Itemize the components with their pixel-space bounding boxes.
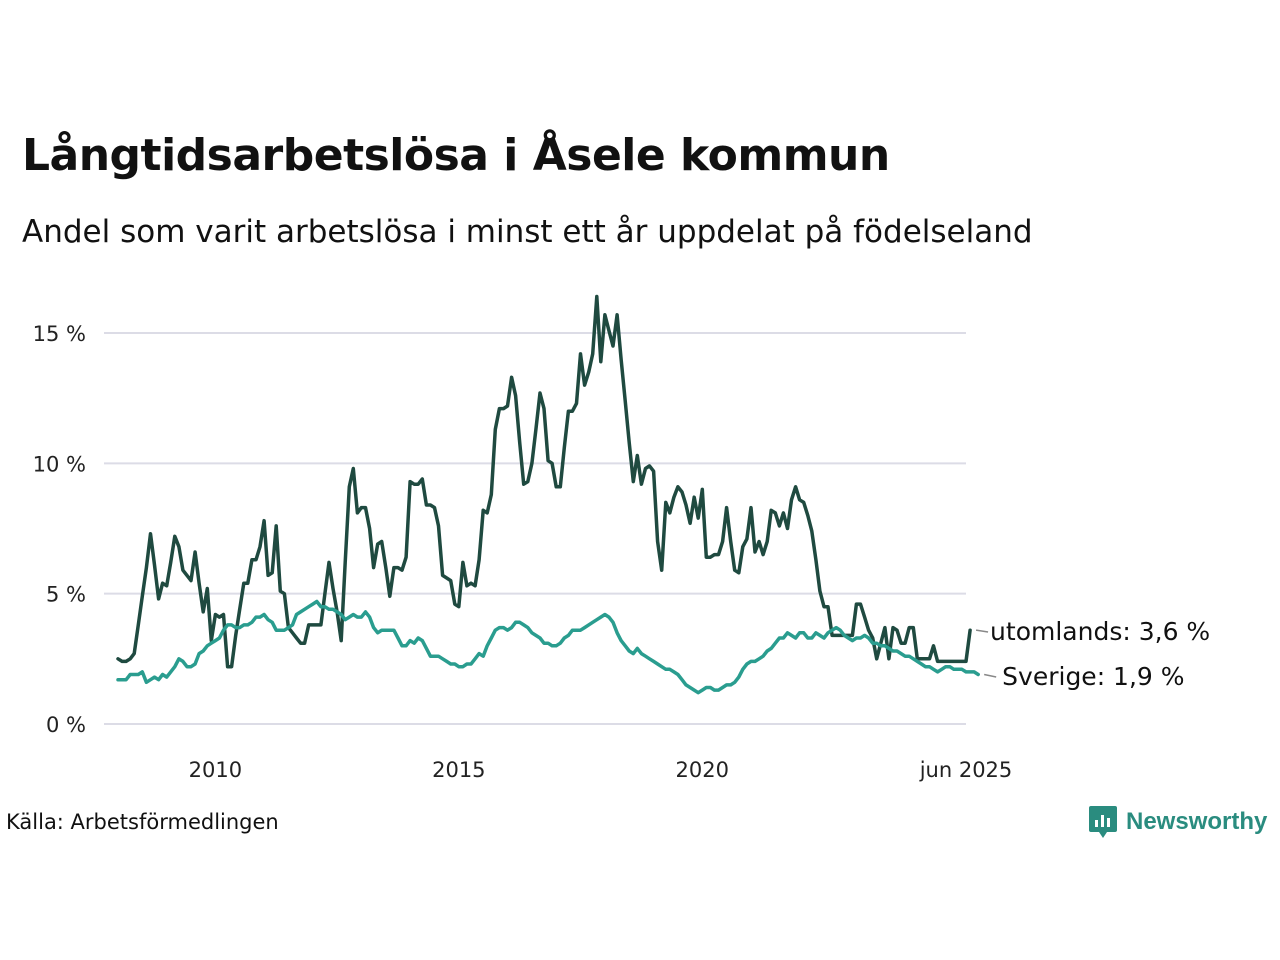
newsworthy-logo-icon	[1089, 806, 1117, 838]
x-tick-label: 2010	[189, 758, 242, 782]
y-tick-label: 0 %	[46, 713, 86, 737]
line-chart: 0 % 5 % 10 % 15 % 2010 2015 2020 jun 2025 utom…	[33, 294, 1210, 782]
end-label-utomlands: utomlands: 3,6 %	[990, 617, 1210, 646]
end-labels: utomlands: 3,6 % Sverige: 1,9 %	[975, 617, 1210, 691]
y-tick-label: 15 %	[33, 322, 86, 346]
y-tick-label: 10 %	[33, 452, 86, 476]
series-line-sverige	[116, 599, 980, 695]
end-label-connector	[984, 673, 997, 678]
series-line-utomlands	[116, 294, 972, 669]
chart-title: Långtidsarbetslösa i Åsele kommun	[22, 130, 890, 181]
x-tick-label: 2015	[432, 758, 485, 782]
x-axis-ticks: 2010 2015 2020 jun 2025	[189, 758, 1013, 782]
x-tick-label: jun 2025	[919, 758, 1013, 782]
series-lines	[116, 294, 980, 695]
brand-logo: Newsworthy	[1088, 804, 1267, 840]
y-axis-ticks: 0 % 5 % 10 % 15 %	[33, 322, 86, 737]
y-tick-label: 5 %	[46, 583, 86, 607]
source-note: Källa: Arbetsförmedlingen	[6, 810, 279, 834]
x-tick-label: 2020	[676, 758, 729, 782]
brand-name: Newsworthy	[1126, 808, 1268, 835]
end-label-sverige: Sverige: 1,9 %	[1002, 662, 1184, 691]
end-label-connector	[975, 629, 989, 633]
chart-subtitle: Andel som varit arbetslösa i minst ett å…	[22, 214, 1033, 250]
